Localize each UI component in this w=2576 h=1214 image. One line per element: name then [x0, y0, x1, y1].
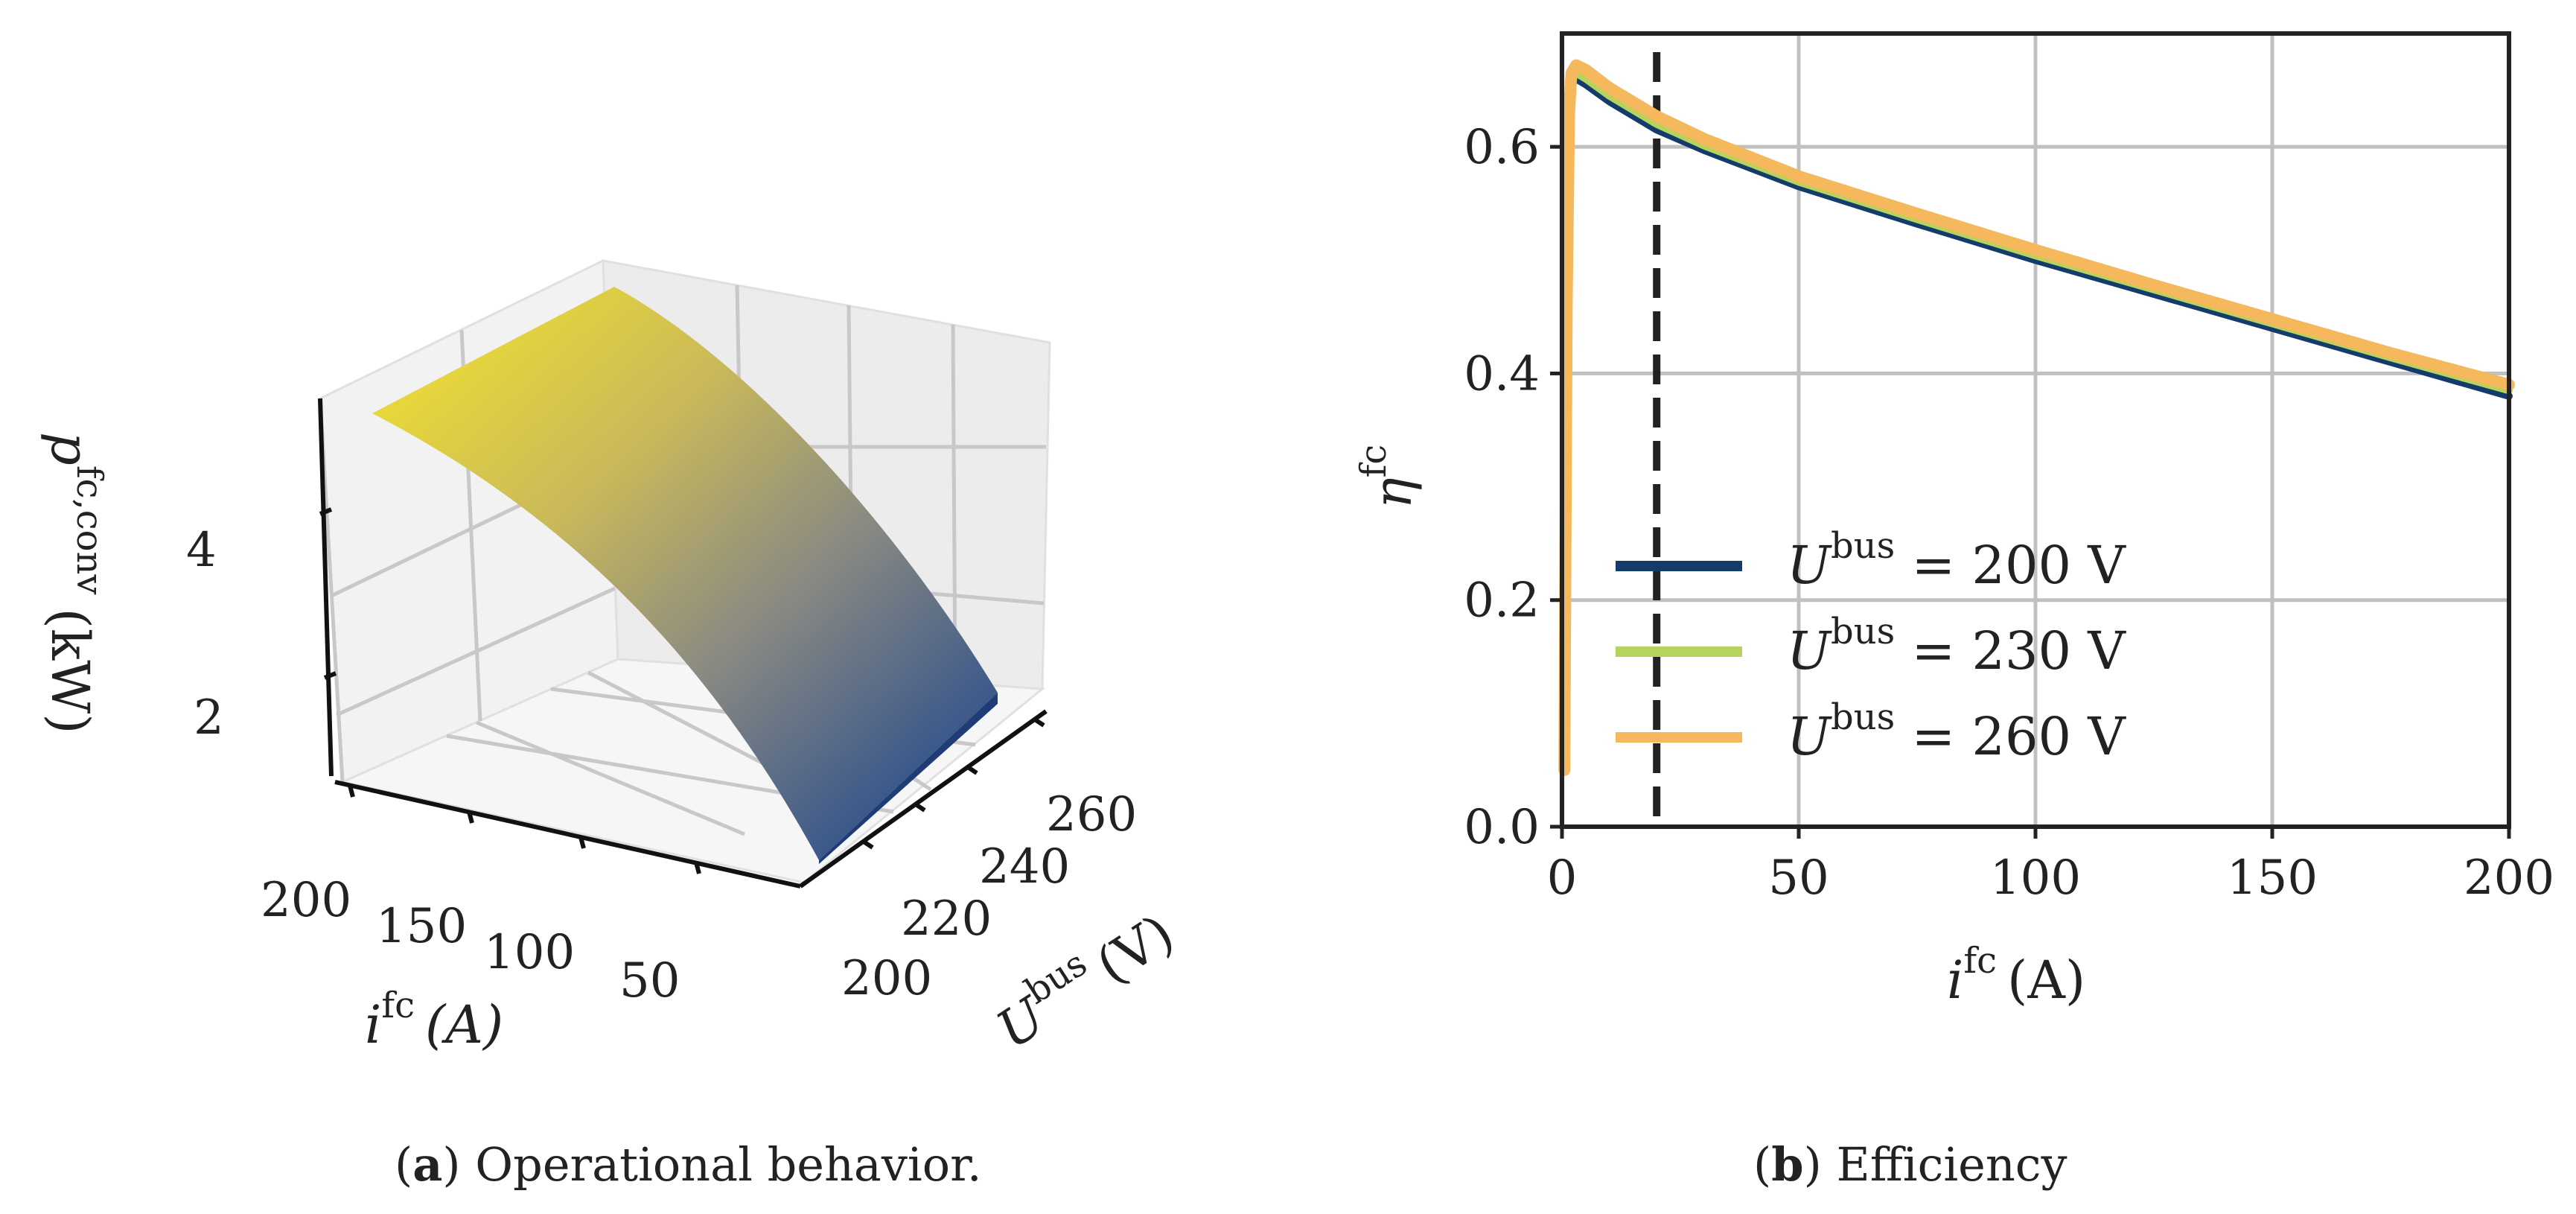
- y-axis-label: ηfc: [1353, 445, 1424, 509]
- legend-label-260v: Ubus = 260 V: [1787, 696, 2126, 767]
- x-axis-label: ifc (A): [1947, 940, 2085, 1011]
- legend-label-200v: Ubus = 200 V: [1787, 525, 2126, 596]
- z-axis-label: pfc,conv(kW): [39, 432, 110, 734]
- x-tick-label: 100: [1990, 851, 2081, 906]
- surface-top: [372, 287, 998, 860]
- 3d-surface: [372, 287, 998, 864]
- caption-b: (b) Efficiency: [1753, 1137, 2068, 1192]
- x-tick-label: 150: [2227, 851, 2318, 906]
- legend-label-230v: Ubus = 230 V: [1787, 611, 2126, 681]
- x-tick-label: 50: [619, 953, 680, 1008]
- y-axis-label-group-b: ηfc: [1353, 445, 1424, 509]
- z-tick-label: 2: [194, 690, 224, 746]
- y-tick-label: 0.4: [1464, 346, 1540, 401]
- caption-a: (a) Operational behavior.: [395, 1137, 982, 1192]
- panel-a-surface-plot: 4 2 200 150 100 50 200 220 240 260 ifc (A…: [39, 258, 1185, 1192]
- series-lines: [1558, 59, 2515, 776]
- y-axis-label: Ubus(V): [981, 894, 1185, 1061]
- y-tick-label: 240: [979, 839, 1070, 894]
- y-tick-label: 260: [1046, 787, 1137, 842]
- x-tick-label: 200: [2464, 851, 2554, 906]
- panel-b-line-chart: 0 50 100 150 200 0.0 0.2 0.4 0.6 ηfc ifc (A) Ubus…: [1353, 31, 2554, 1192]
- y-axis-line: [799, 709, 1048, 889]
- legend: Ubus = 200 V Ubus = 230 V Ubus = 260 V: [1616, 525, 2126, 767]
- y-tick-label: 0.2: [1464, 573, 1540, 629]
- x-tick-label: 50: [1768, 851, 1829, 906]
- x-tick-label: 200: [261, 873, 351, 928]
- y-tick-label: 0.6: [1464, 120, 1540, 175]
- x-tick-label: 0: [1547, 851, 1578, 906]
- z-axis-label-group: pfc,conv(kW): [39, 432, 110, 734]
- x-tick-label: 150: [376, 899, 467, 954]
- x-axis-label: ifc (A): [365, 985, 503, 1055]
- x-tick-label: 100: [484, 925, 575, 980]
- y-tick-label: 200: [841, 951, 932, 1006]
- series-line-260-v: [1558, 59, 2515, 776]
- z-tick-label: 4: [186, 523, 217, 578]
- ticks: 0 50 100 150 200 0.0 0.2 0.4 0.6: [1464, 120, 2554, 906]
- y-tick-label: 220: [901, 892, 992, 947]
- x-axis-line: [334, 780, 801, 889]
- y-axis-label-group: Ubus(V): [981, 894, 1185, 1061]
- surface-front-edge: [819, 693, 998, 864]
- 3d-axes: [318, 398, 1048, 889]
- y-tick-label: 0.0: [1464, 800, 1540, 855]
- z-axis-line: [318, 398, 334, 777]
